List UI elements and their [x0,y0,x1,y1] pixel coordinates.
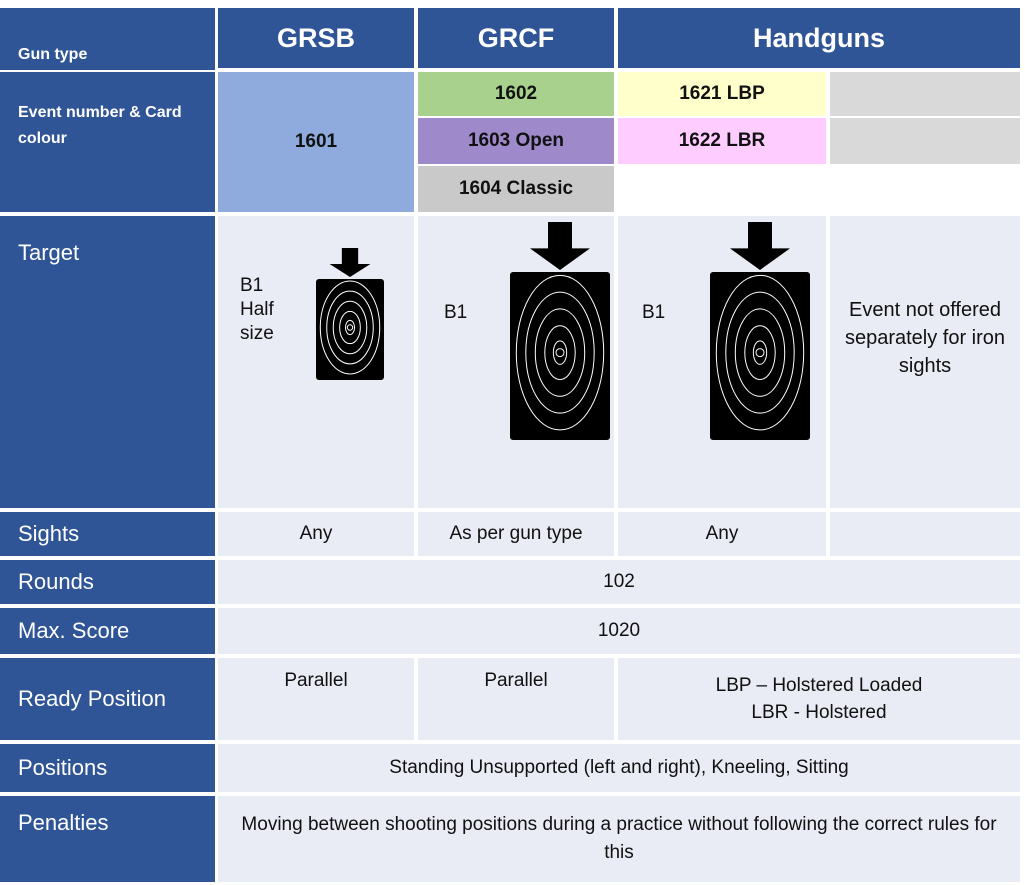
column-header: GRCF [418,8,614,68]
row-label: Positions [0,744,215,792]
column-header: GRSB [218,8,414,68]
target-part [725,291,795,414]
event-cell: 1622 LBR [618,118,826,164]
target-text: B1 [642,302,666,323]
target-image [510,222,610,440]
row-label: Max. Score [0,608,215,654]
cell: Any [218,512,414,556]
row-label: Ready Position [0,658,215,740]
target-part [534,308,586,397]
cell: 102 [218,560,1020,604]
cell [830,512,1020,556]
target-part [339,310,361,345]
target-part [510,271,610,440]
cell: 1020 [218,608,1020,654]
target-part [555,348,565,358]
target-text: B1 Half size [240,275,274,344]
cell: Parallel [418,658,614,740]
cell [830,216,1020,508]
event-cell: 1621 LBP [618,72,826,116]
target-part [552,340,568,365]
target-part [752,340,768,365]
target-part [329,248,371,278]
target-part [544,325,576,381]
cell: Standing Unsupported (left and right), K… [218,744,1020,792]
event-cell: 1603 Open [418,118,614,164]
target-part [710,271,810,440]
row-label: Target [0,216,215,508]
cell: Moving between shooting positions during… [218,796,1020,882]
column-header: Handguns [618,8,1020,68]
target-part [319,280,381,375]
target-part [344,319,356,336]
target-image [710,222,810,440]
target-part [316,279,384,380]
target-part [715,274,805,431]
target-part [744,325,776,381]
target-part [530,222,590,270]
cell: Parallel [218,658,414,740]
target-part [326,290,374,365]
row-label: Rounds [0,560,215,604]
target-part [734,308,786,397]
gun-type-label: Gun type [0,8,215,70]
target-part [346,324,354,331]
target-part [525,291,595,414]
row-label: Sights [0,512,215,556]
cell: LBP – Holstered Loaded LBR - Holstered [618,658,1020,740]
event-cell: 1601 [218,72,414,212]
event-cell: 1604 Classic [418,166,614,212]
target-image [316,248,384,380]
cell-line: LBR - Holstered [751,702,887,723]
cell: As per gun type [418,512,614,556]
target-part [332,300,368,355]
cell: Any [618,512,826,556]
event-cell: 1602 [418,72,614,116]
target-part [730,222,790,270]
target-text: B1 [444,302,468,323]
target-part [755,348,765,358]
row-label: Penalties [0,796,215,882]
target-text: Event not offered separately for iron si… [844,299,1006,377]
cell-line: LBP – Holstered Loaded [715,675,923,696]
target-part [515,274,605,431]
empty-cell [830,118,1020,164]
event-label: Event number & Card colour [0,72,215,212]
empty-cell [830,72,1020,116]
